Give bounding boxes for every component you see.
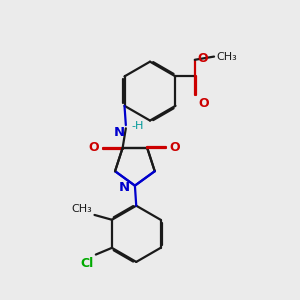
Text: CH₃: CH₃ <box>72 204 92 214</box>
Text: -H: -H <box>132 121 144 130</box>
Text: O: O <box>89 141 99 154</box>
Text: N: N <box>119 181 130 194</box>
Text: Cl: Cl <box>80 257 94 270</box>
Text: O: O <box>198 97 208 110</box>
Text: N: N <box>114 126 125 139</box>
Text: O: O <box>197 52 208 65</box>
Text: O: O <box>169 141 180 154</box>
Text: CH₃: CH₃ <box>216 52 237 61</box>
